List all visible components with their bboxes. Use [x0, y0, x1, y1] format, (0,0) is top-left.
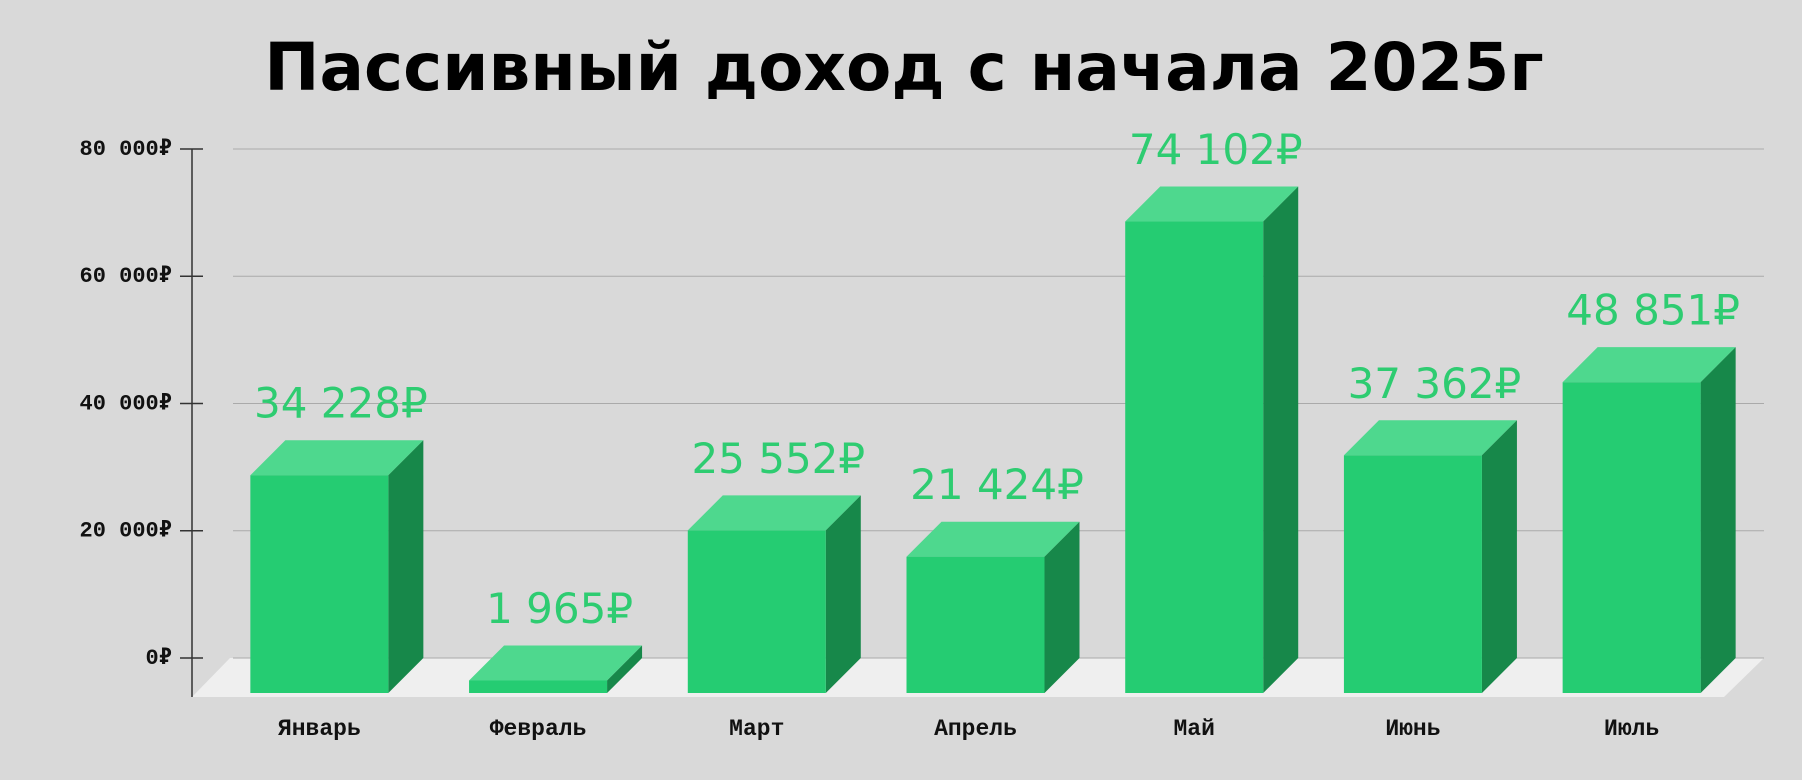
x-tick-label: Июнь [1385, 716, 1440, 742]
chart-title: Пассивный доход с начала 2025г [264, 29, 1544, 106]
bar-side [1263, 186, 1299, 693]
bar-front [250, 475, 389, 693]
value-label: 74 102₽ [1129, 125, 1303, 174]
bar-top [1125, 186, 1299, 222]
y-tick-label: 80 000₽ [80, 137, 172, 162]
value-label: 1 965₽ [486, 584, 633, 633]
value-label: 25 552₽ [691, 434, 865, 483]
bar-side [1481, 420, 1517, 693]
bar-side [1700, 347, 1736, 693]
x-tick-label: Март [729, 716, 784, 742]
bar-top [1343, 420, 1517, 456]
bar-front [1562, 382, 1701, 693]
bar-front [906, 556, 1045, 693]
bar-front [687, 530, 826, 693]
bar-front [469, 680, 608, 693]
bar [1343, 420, 1517, 693]
value-label: 34 228₽ [254, 379, 428, 428]
value-label: 48 851₽ [1566, 286, 1740, 335]
bar-top [469, 645, 643, 681]
value-label: 37 362₽ [1348, 359, 1522, 408]
bar-top [687, 495, 861, 531]
bar [1562, 347, 1736, 693]
bar-front [1125, 221, 1264, 693]
bar [250, 440, 424, 693]
bar-side [388, 440, 424, 693]
bar-side [1044, 521, 1080, 693]
x-tick-label: Февраль [490, 716, 587, 742]
bar [1125, 186, 1299, 693]
bar-top [250, 440, 424, 476]
y-tick-label: 40 000₽ [80, 391, 172, 416]
bar [469, 645, 643, 693]
y-tick-label: 20 000₽ [80, 519, 172, 544]
bar-front [1343, 455, 1482, 693]
bar-side [825, 495, 861, 693]
x-tick-label: Январь [278, 716, 361, 742]
bar-side [607, 645, 643, 693]
y-tick-label: 60 000₽ [80, 264, 172, 289]
x-tick-label: Май [1174, 716, 1215, 742]
bar-top [1562, 347, 1736, 383]
bar [906, 521, 1080, 693]
x-tick-label: Апрель [934, 716, 1017, 742]
bar [687, 495, 861, 693]
x-tick-label: Июль [1604, 716, 1659, 742]
y-tick-label: 0₽ [146, 646, 172, 671]
bar-top [906, 521, 1080, 557]
value-label: 21 424₽ [910, 460, 1084, 509]
